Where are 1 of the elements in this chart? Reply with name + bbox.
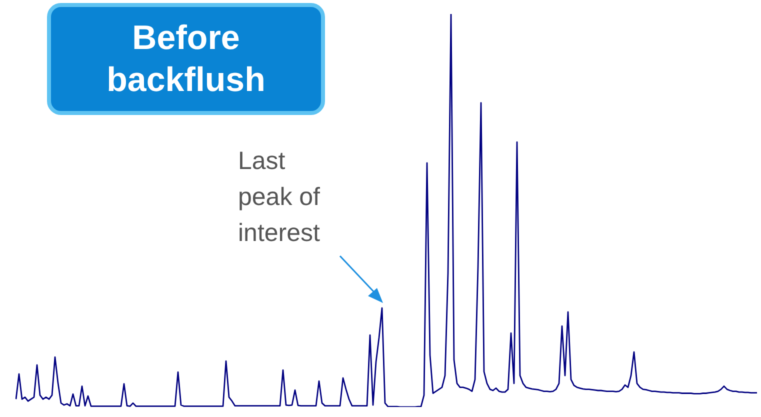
annotation: Last peak of interest bbox=[238, 146, 322, 249]
